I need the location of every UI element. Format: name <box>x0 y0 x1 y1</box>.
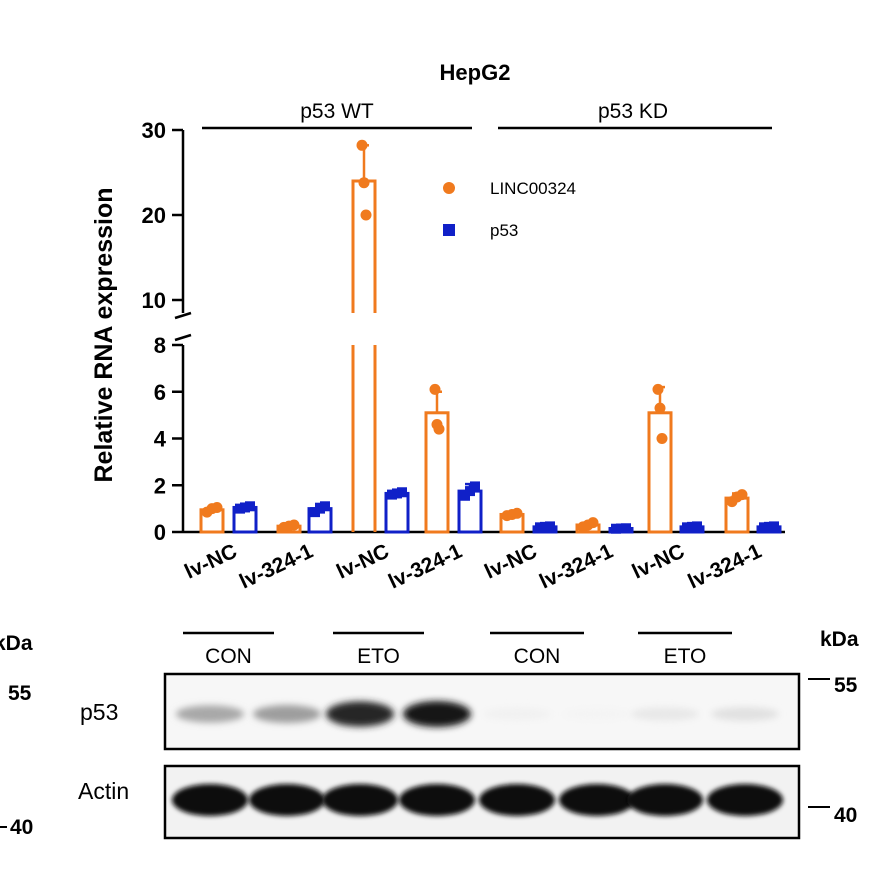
data-point <box>211 501 223 513</box>
p53-band <box>483 707 551 721</box>
bar-p53-3 <box>384 487 410 534</box>
y-tick-label: 0 <box>154 520 166 545</box>
actin-band <box>707 784 783 816</box>
p53-band <box>631 707 699 721</box>
x-tick-label: lv-324-1 <box>536 540 617 594</box>
data-point <box>320 501 330 512</box>
y-tick-label: 2 <box>154 473 166 498</box>
x-tick-label: lv-NC <box>481 540 540 584</box>
bar-linc00324-3 <box>351 139 377 532</box>
blot-label-actin: Actin <box>78 778 129 804</box>
marker-55-left: 55 <box>8 682 32 705</box>
data-point <box>587 517 599 529</box>
bar-p53-2 <box>307 501 333 534</box>
y-tick-label: 4 <box>154 427 167 452</box>
p53-band <box>711 707 779 721</box>
data-point <box>245 501 255 512</box>
bar-p53-7 <box>679 521 705 534</box>
y-axis-label: Relative RNA expression <box>90 187 118 482</box>
data-point <box>433 423 445 435</box>
actin-band <box>627 784 703 816</box>
bar-p53-1 <box>232 501 258 534</box>
x-tick-label: lv-324-1 <box>685 540 766 594</box>
data-point <box>654 402 666 414</box>
data-point <box>736 489 748 501</box>
bars <box>199 139 782 534</box>
actin-band <box>559 784 635 816</box>
group-label-p53-kd: p53 KD <box>598 100 668 123</box>
treatment-label: CON <box>514 645 561 668</box>
data-point <box>692 521 702 532</box>
p53-band <box>176 705 244 723</box>
bar-p53-8 <box>756 521 782 534</box>
p53-band <box>326 701 394 727</box>
blot-label-p53: p53 <box>80 699 118 725</box>
p53-band <box>403 701 471 727</box>
p53-band <box>253 705 321 723</box>
legend: LINC00324 p53 <box>443 179 576 240</box>
x-tick-label: lv-324-1 <box>236 540 317 594</box>
bar-linc00324-1 <box>199 501 225 534</box>
data-point <box>356 139 368 151</box>
bar-linc00324-5 <box>499 507 525 534</box>
data-point <box>429 383 441 395</box>
data-point <box>545 521 555 532</box>
data-point <box>358 177 370 189</box>
x-tick-label: lv-NC <box>629 540 688 584</box>
legend-marker-linc00324 <box>443 182 455 194</box>
bar-p53-5 <box>532 521 558 534</box>
bar-linc00324-6 <box>575 517 601 534</box>
bar-linc00324-2 <box>276 519 302 534</box>
actin-band <box>479 784 555 816</box>
y-tick-label: 6 <box>154 380 166 405</box>
data-point <box>511 507 523 519</box>
y-ticks: 0 2 4 6 8 10 20 30 <box>142 118 183 545</box>
data-point <box>769 521 779 532</box>
marker-40-left: 40 <box>10 816 33 839</box>
actin-band <box>322 784 398 816</box>
group-label-p53-wt: p53 WT <box>300 100 374 123</box>
treatment-labels: CON ETO CON ETO <box>183 631 732 668</box>
actin-band <box>249 784 325 816</box>
actin-bands <box>172 784 783 816</box>
data-point <box>288 519 300 531</box>
y-axis <box>174 130 192 532</box>
data-point <box>652 383 664 395</box>
bar-linc00324-4 <box>424 383 450 534</box>
bar-p53-6 <box>608 523 634 534</box>
p53-band <box>563 707 631 721</box>
data-point <box>470 481 480 492</box>
actin-band <box>399 784 475 816</box>
data-point <box>621 523 631 534</box>
marker-40-right: 40 <box>834 804 857 827</box>
data-point <box>360 209 372 221</box>
treatment-label: CON <box>205 645 252 668</box>
legend-label-linc00324: LINC00324 <box>490 179 576 198</box>
x-tick-label: lv-324-1 <box>385 540 466 594</box>
legend-label-p53: p53 <box>490 221 518 240</box>
y-tick-label: 30 <box>142 118 166 143</box>
data-point <box>656 433 668 444</box>
treatment-label: ETO <box>664 645 707 668</box>
treatment-label: ETO <box>357 645 400 668</box>
kda-label-right: kDa <box>820 628 859 651</box>
bar-linc00324-8 <box>724 489 750 534</box>
kda-label-left: kDa <box>0 632 33 655</box>
y-tick-label: 8 <box>154 333 166 358</box>
y-tick-label: 10 <box>142 288 166 313</box>
bar-p53-4 <box>457 481 483 534</box>
y-tick-label: 20 <box>142 203 166 228</box>
x-tick-label: lv-NC <box>181 540 240 584</box>
actin-band <box>172 784 248 816</box>
bar-linc00324-7 <box>647 383 673 534</box>
legend-marker-p53 <box>443 224 455 236</box>
chart-title: HepG2 <box>440 60 511 85</box>
western-blot: kDa kDa 55 40 55 40 p53 Actin <box>0 628 859 840</box>
marker-55-right: 55 <box>834 674 858 697</box>
p53-bands <box>176 701 779 727</box>
data-point <box>397 487 407 498</box>
x-tick-label: lv-NC <box>333 540 392 584</box>
